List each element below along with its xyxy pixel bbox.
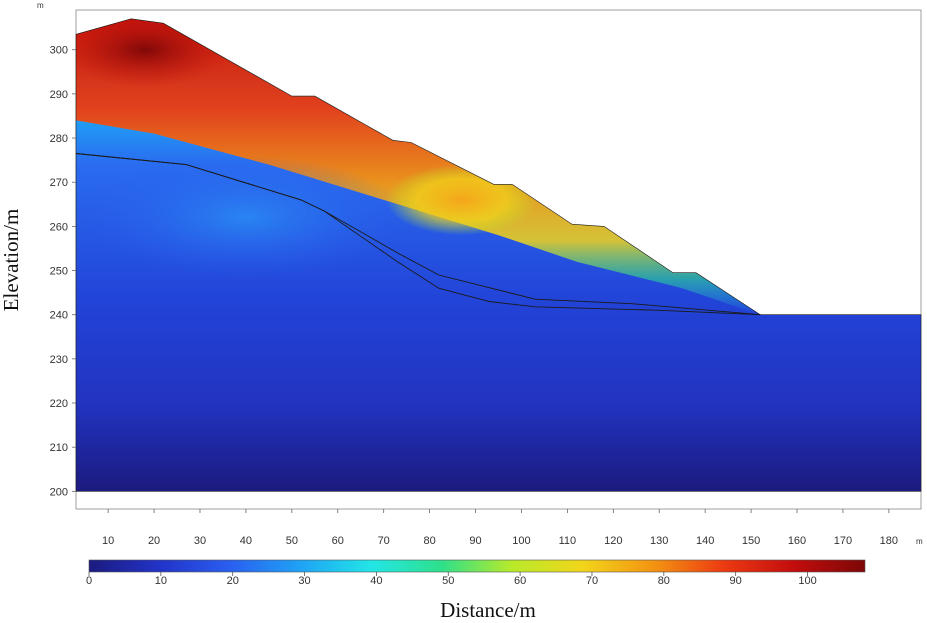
y-tick-label: 220 [50, 398, 68, 410]
colorbar-tick-label: 80 [658, 575, 670, 587]
y-tick-label: 240 [50, 310, 68, 322]
y-tick-label: 260 [50, 221, 68, 233]
y-tick-label: 210 [50, 442, 68, 454]
x-tick-label: 40 [240, 535, 252, 547]
y-tick-label: 200 [50, 486, 68, 498]
colorbar-tick-label: 0 [86, 575, 92, 587]
y-tick-label: 270 [50, 177, 68, 189]
colorbar-tick-label: 50 [442, 575, 454, 587]
x-ticks: 10 20 30 40 50 60 70 80 90 100 110 120 130 140 150 160 1… [102, 509, 898, 547]
model-outline [75, 18, 922, 492]
y-ticks: 200 210 220 230 240 250 260 270 280 290 300 [50, 45, 76, 498]
y-tick-label: 250 [50, 266, 68, 278]
x-axis-title: Distance/m [440, 598, 536, 622]
heatmap-field [76, 18, 921, 492]
x-tick-label: 20 [148, 535, 160, 547]
interface-line [75, 153, 761, 316]
colorbar-tick-label: 60 [514, 575, 526, 587]
x-tick-label: 180 [880, 535, 898, 547]
y-unit-label: m [37, 1, 44, 10]
x-tick-label: 10 [102, 535, 114, 547]
x-tick-label: 100 [512, 535, 530, 547]
x-tick-label: 70 [378, 535, 390, 547]
x-tick-label: 140 [696, 535, 714, 547]
x-tick-label: 160 [788, 535, 806, 547]
x-tick-label: 150 [742, 535, 760, 547]
x-tick-label: 130 [650, 535, 668, 547]
colorbar: 0 10 20 30 40 50 60 70 80 90 100 [86, 559, 866, 587]
colorbar-tick-label: 20 [227, 575, 239, 587]
x-tick-label: 120 [604, 535, 622, 547]
colorbar-bar [88, 559, 866, 573]
y-tick-label: 290 [50, 89, 68, 101]
interface-lines [75, 153, 761, 316]
colorbar-tick-label: 90 [730, 575, 742, 587]
x-tick-label: 110 [559, 535, 577, 547]
x-tick-label: 90 [469, 535, 481, 547]
x-tick-label: 30 [194, 535, 206, 547]
x-tick-label: 60 [332, 535, 344, 547]
colorbar-tick-label: 70 [586, 575, 598, 587]
x-tick-label: 170 [834, 535, 852, 547]
y-tick-label: 300 [50, 45, 68, 57]
colorbar-tick-label: 10 [155, 575, 167, 587]
colorbar-tick-label: 40 [370, 575, 382, 587]
y-axis-title: Elevation/m [0, 209, 23, 312]
y-tick-label: 230 [50, 354, 68, 366]
colorbar-tick-label: 100 [798, 575, 816, 587]
colorbar-tick-label: 30 [298, 575, 310, 587]
y-tick-label: 280 [50, 133, 68, 145]
x-tick-label: 50 [286, 535, 298, 547]
x-unit-label: m [916, 537, 923, 546]
x-tick-label: 80 [423, 535, 435, 547]
